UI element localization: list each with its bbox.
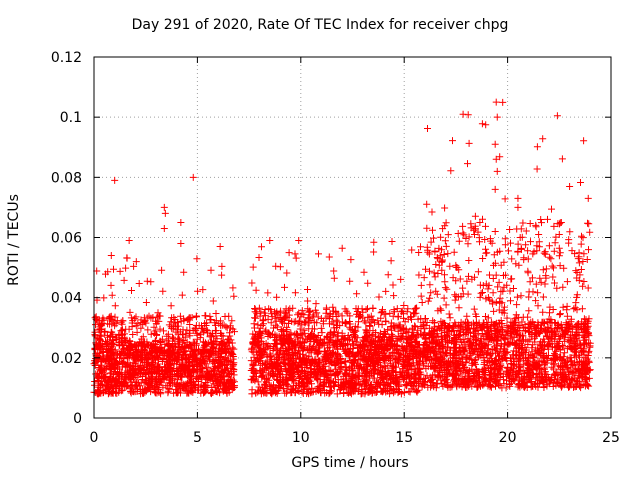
y-tick-label: 0.1	[60, 110, 82, 126]
outlier-point	[160, 203, 168, 211]
outlier-point	[555, 230, 563, 238]
outlier-point	[295, 237, 303, 245]
x-tick-label: 5	[193, 430, 202, 446]
chart-title: Day 291 of 2020, Rate Of TEC Index for r…	[131, 17, 509, 33]
outlier-point	[492, 155, 500, 163]
x-tick-label: 25	[602, 430, 620, 446]
axis-ticks: 0 5 10 15 20 25 0 0.02 0.04 0.06 0.08 0.1 0.12	[51, 50, 620, 446]
y-tick-label: 0.02	[51, 351, 82, 367]
y-tick-label: 0	[73, 411, 82, 427]
outlier-point	[584, 194, 592, 202]
outlier-point	[177, 218, 185, 226]
outlier-point	[266, 237, 274, 245]
outlier-point	[514, 203, 522, 211]
outlier-point	[537, 215, 545, 223]
outlier-point	[160, 224, 168, 232]
outlier-point	[125, 237, 133, 245]
x-tick-label: 15	[395, 430, 413, 446]
x-tick-label: 20	[499, 430, 517, 446]
x-axis-label: GPS time / hours	[291, 455, 409, 471]
x-tick-label: 10	[292, 430, 310, 446]
outlier-point	[216, 243, 224, 251]
outlier-point	[514, 194, 522, 202]
data-points	[90, 98, 594, 398]
outlier-point	[491, 227, 499, 235]
outlier-point	[161, 209, 169, 217]
y-tick-label: 0.08	[51, 170, 82, 186]
outlier-point	[491, 140, 499, 148]
outlier-point	[535, 230, 543, 238]
y-tick-label: 0.12	[51, 50, 82, 66]
outlier-point	[189, 173, 197, 181]
x-tick-label: 0	[90, 430, 99, 446]
y-axis-label: ROTI / TECUs	[6, 194, 22, 286]
outlier-point	[111, 176, 119, 184]
outlier-point	[557, 218, 565, 226]
outlier-point	[491, 185, 499, 193]
outlier-point	[177, 240, 185, 248]
outlier-point	[493, 113, 501, 121]
outlier-point	[492, 98, 500, 106]
outlier-point	[415, 249, 423, 257]
y-tick-label: 0.04	[51, 291, 82, 307]
point-cloud	[90, 98, 594, 398]
outlier-point	[493, 167, 501, 175]
y-tick-label: 0.06	[51, 231, 82, 247]
